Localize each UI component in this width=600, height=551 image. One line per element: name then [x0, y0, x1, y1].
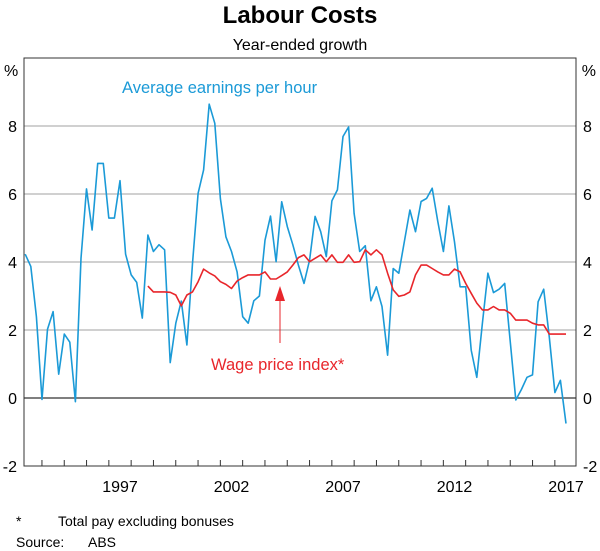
wage-price-index-line [147, 249, 566, 335]
y-tick-label-right: 8 [583, 119, 592, 136]
footnote-text: Total pay excluding bonuses [58, 513, 234, 529]
aeh-series-label: Average earnings per hour [122, 79, 318, 97]
y-tick-label-left: -2 [3, 459, 17, 476]
y-unit-right: % [582, 63, 596, 80]
x-tick-label: 2012 [437, 479, 473, 496]
y-tick-label-left: 2 [8, 323, 17, 340]
y-unit-left: % [4, 63, 18, 80]
x-tick-label: 2007 [325, 479, 361, 496]
x-tick-label: 1997 [102, 479, 138, 496]
y-tick-label-right: -2 [583, 459, 597, 476]
average-earnings-line [24, 103, 567, 424]
plot-frame [23, 57, 577, 467]
y-tick-label-right: 6 [583, 187, 592, 204]
wpi-arrow-head [275, 286, 285, 301]
x-tick-label: 2002 [214, 479, 250, 496]
chart-subtitle: Year-ended growth [233, 37, 368, 54]
y-tick-label-right: 2 [583, 323, 592, 340]
source-label: Source: [16, 534, 64, 550]
y-tick-label-left: 0 [8, 391, 17, 408]
y-tick-label-left: 8 [8, 119, 17, 136]
y-tick-label-right: 0 [583, 391, 592, 408]
y-tick-label-left: 6 [8, 187, 17, 204]
x-tick-label: 2017 [548, 479, 584, 496]
footnote-marker: * [16, 513, 22, 529]
source-text: ABS [88, 534, 116, 550]
y-tick-label-right: 4 [583, 255, 592, 272]
y-tick-label-left: 4 [8, 255, 17, 272]
wpi-series-label: Wage price index* [211, 356, 345, 374]
chart-title: Labour Costs [223, 2, 378, 29]
